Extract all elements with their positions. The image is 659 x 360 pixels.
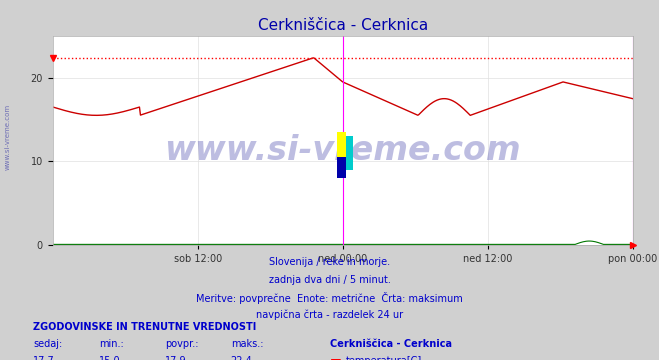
Bar <box>345 136 353 170</box>
Text: www.si-vreme.com: www.si-vreme.com <box>5 104 11 170</box>
Title: Cerkniščica - Cerknica: Cerkniščica - Cerknica <box>258 18 428 33</box>
Text: 17,7: 17,7 <box>33 356 55 360</box>
Text: 17,9: 17,9 <box>165 356 186 360</box>
Text: ZGODOVINSKE IN TRENUTNE VREDNOSTI: ZGODOVINSKE IN TRENUTNE VREDNOSTI <box>33 322 256 332</box>
Text: www.si-vreme.com: www.si-vreme.com <box>164 134 521 167</box>
Text: maks.:: maks.: <box>231 339 263 350</box>
Text: Slovenija / reke in morje.: Slovenija / reke in morje. <box>269 257 390 267</box>
Text: navpična črta - razdelek 24 ur: navpična črta - razdelek 24 ur <box>256 309 403 320</box>
Bar <box>337 132 345 157</box>
Text: min.:: min.: <box>99 339 124 350</box>
Text: 15,0: 15,0 <box>99 356 121 360</box>
Bar <box>337 157 345 178</box>
Text: povpr.:: povpr.: <box>165 339 198 350</box>
Text: 22,4: 22,4 <box>231 356 252 360</box>
Text: ■: ■ <box>330 356 341 360</box>
Text: temperatura[C]: temperatura[C] <box>346 356 422 360</box>
Text: sedaj:: sedaj: <box>33 339 62 350</box>
Text: zadnja dva dni / 5 minut.: zadnja dva dni / 5 minut. <box>269 275 390 285</box>
Text: Cerkniščica - Cerknica: Cerkniščica - Cerknica <box>330 339 451 350</box>
Text: Meritve: povprečne  Enote: metrične  Črta: maksimum: Meritve: povprečne Enote: metrične Črta:… <box>196 292 463 304</box>
